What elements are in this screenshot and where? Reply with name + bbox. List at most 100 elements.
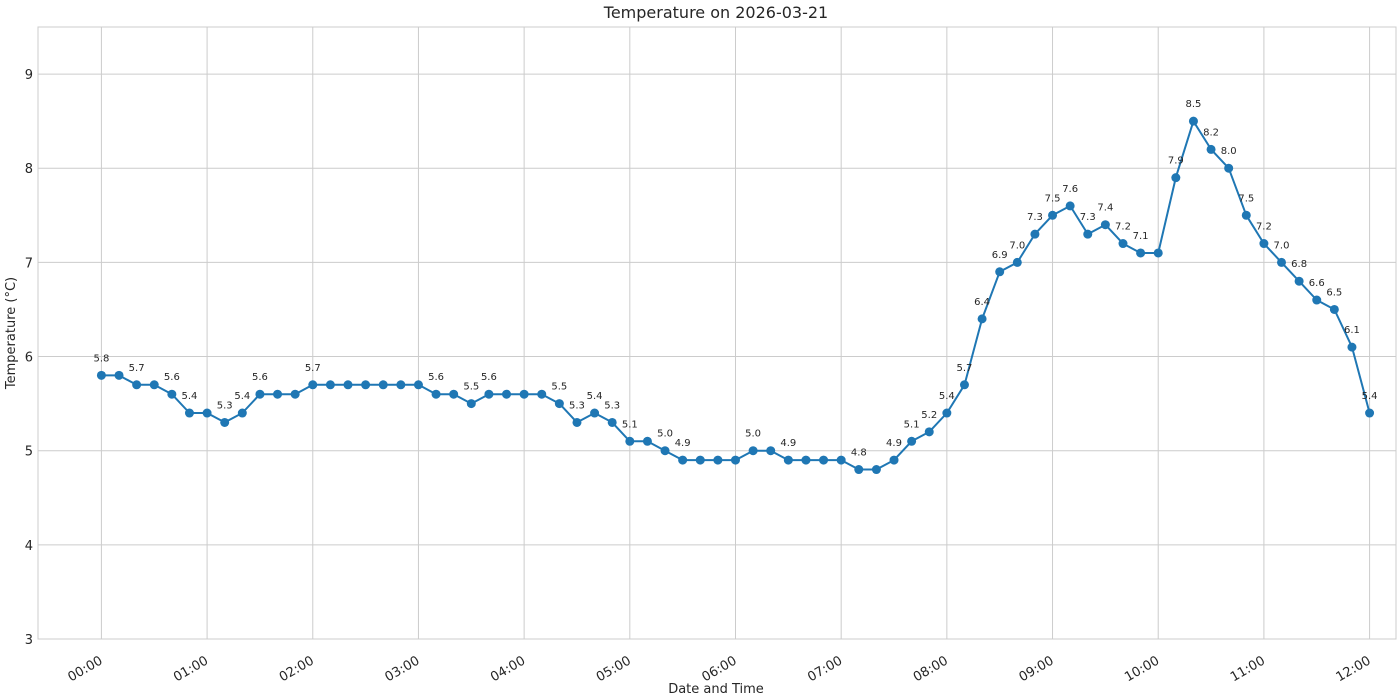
x-tick-label: 12:00 bbox=[1334, 653, 1374, 685]
data-point bbox=[325, 380, 335, 390]
data-point bbox=[748, 446, 758, 456]
data-label: 8.2 bbox=[1203, 127, 1219, 138]
data-point bbox=[766, 446, 776, 456]
data-label: 8.0 bbox=[1221, 146, 1237, 157]
x-axis-label: Date and Time bbox=[668, 682, 764, 697]
data-label: 7.2 bbox=[1115, 222, 1131, 233]
data-point bbox=[995, 267, 1005, 277]
data-point bbox=[114, 370, 124, 380]
data-point bbox=[1188, 116, 1198, 126]
data-label: 5.7 bbox=[957, 363, 973, 374]
data-label: 7.9 bbox=[1168, 156, 1184, 167]
data-label: 5.8 bbox=[93, 353, 109, 364]
data-label: 6.8 bbox=[1291, 259, 1307, 270]
data-point bbox=[519, 389, 529, 399]
data-point bbox=[871, 465, 881, 475]
data-label: 5.3 bbox=[604, 400, 620, 411]
data-label: 7.5 bbox=[1045, 193, 1061, 204]
data-point bbox=[537, 389, 547, 399]
data-point bbox=[1329, 304, 1339, 314]
data-point bbox=[1065, 201, 1075, 211]
data-point bbox=[1224, 163, 1234, 173]
data-label: 5.3 bbox=[217, 400, 233, 411]
data-label: 8.5 bbox=[1185, 99, 1201, 110]
x-tick-labels: 00:00 01:00 02:00 03:00 04:00 05:00 06:00 07:00… bbox=[65, 653, 1373, 685]
x-tick-label: 03:00 bbox=[383, 653, 423, 685]
data-point bbox=[1241, 210, 1251, 220]
data-label: 4.9 bbox=[675, 438, 691, 449]
data-point bbox=[1312, 295, 1322, 305]
data-label: 5.4 bbox=[234, 391, 250, 402]
x-tick-label: 10:00 bbox=[1122, 653, 1162, 685]
data-point bbox=[660, 446, 670, 456]
data-label: 4.9 bbox=[780, 438, 796, 449]
data-point bbox=[308, 380, 318, 390]
y-tick-label: 5 bbox=[25, 445, 33, 460]
grid bbox=[38, 27, 1396, 640]
y-tick-label: 4 bbox=[25, 539, 33, 554]
data-label: 5.6 bbox=[164, 372, 180, 383]
data-labels: 5.85.75.65.45.35.45.65.75.65.55.65.55.35… bbox=[93, 99, 1377, 458]
data-label: 6.9 bbox=[992, 250, 1008, 261]
y-tick-label: 6 bbox=[25, 351, 33, 366]
data-label: 5.4 bbox=[939, 391, 955, 402]
data-label: 6.4 bbox=[974, 297, 990, 308]
data-label: 5.5 bbox=[463, 382, 479, 393]
data-point bbox=[625, 436, 635, 446]
data-point bbox=[1048, 210, 1058, 220]
data-point bbox=[730, 455, 740, 465]
data-label: 5.3 bbox=[569, 400, 585, 411]
x-tick-label: 01:00 bbox=[171, 653, 211, 685]
y-tick-labels: 3 4 5 6 7 8 9 bbox=[25, 68, 33, 648]
plot-frame bbox=[37, 26, 1397, 640]
data-point bbox=[819, 455, 829, 465]
data-label: 7.1 bbox=[1133, 231, 1149, 242]
data-label: 5.0 bbox=[657, 429, 673, 440]
data-point bbox=[942, 408, 952, 418]
data-label: 7.5 bbox=[1238, 193, 1254, 204]
data-point bbox=[343, 380, 353, 390]
y-tick-label: 8 bbox=[25, 162, 33, 177]
data-point bbox=[449, 389, 459, 399]
data-point bbox=[1365, 408, 1375, 418]
data-point bbox=[607, 417, 617, 427]
data-point bbox=[1083, 229, 1093, 239]
data-point bbox=[378, 380, 388, 390]
x-tick-label: 11:00 bbox=[1228, 653, 1268, 685]
data-point bbox=[220, 417, 230, 427]
data-point bbox=[167, 389, 177, 399]
data-point bbox=[273, 389, 283, 399]
data-label: 5.7 bbox=[129, 363, 145, 374]
data-label: 7.0 bbox=[1274, 240, 1290, 251]
data-point bbox=[1259, 239, 1269, 249]
data-label: 5.4 bbox=[1362, 391, 1378, 402]
y-tick-label: 9 bbox=[25, 68, 33, 83]
data-point bbox=[202, 408, 212, 418]
data-point bbox=[977, 314, 987, 324]
data-point bbox=[396, 380, 406, 390]
data-label: 5.5 bbox=[551, 382, 567, 393]
data-point bbox=[642, 436, 652, 446]
data-label: 4.8 bbox=[851, 448, 867, 459]
y-tick-label: 7 bbox=[25, 256, 33, 271]
data-point bbox=[255, 389, 265, 399]
data-point bbox=[590, 408, 600, 418]
data-label: 5.0 bbox=[745, 429, 761, 440]
data-point bbox=[854, 465, 864, 475]
data-label: 5.2 bbox=[921, 410, 937, 421]
data-point bbox=[801, 455, 811, 465]
data-point bbox=[889, 455, 899, 465]
data-point bbox=[237, 408, 247, 418]
data-point bbox=[466, 399, 476, 409]
data-point bbox=[413, 380, 423, 390]
data-label: 5.6 bbox=[252, 372, 268, 383]
data-label: 5.7 bbox=[305, 363, 321, 374]
data-point bbox=[1277, 257, 1287, 267]
data-label: 5.6 bbox=[481, 372, 497, 383]
data-point bbox=[1030, 229, 1040, 239]
x-tick-label: 02:00 bbox=[277, 653, 317, 685]
y-axis-label: Temperature (°C) bbox=[4, 277, 19, 390]
x-tick-label: 05:00 bbox=[594, 653, 634, 685]
x-tick-label: 07:00 bbox=[805, 653, 845, 685]
